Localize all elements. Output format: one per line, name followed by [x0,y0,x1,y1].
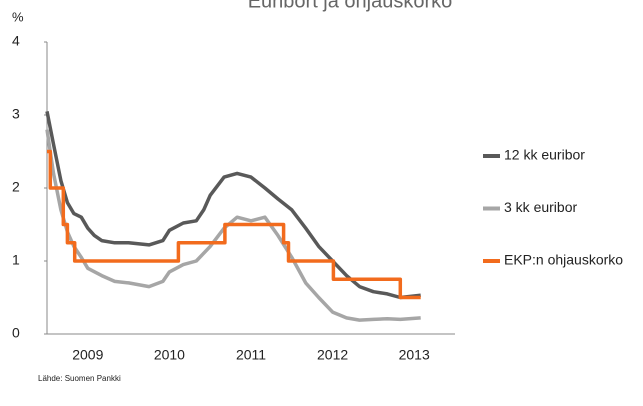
legend-label: 12 kk euribor [504,147,585,163]
x-tick-label: 2011 [236,347,266,363]
x-tick-label: 2013 [399,347,430,363]
x-tick-label: 2010 [154,347,185,363]
series-line [47,149,421,300]
chart-title: Euribort ja ohjauskorko [248,0,453,12]
x-tick-label: 2009 [72,347,103,363]
y-tick-label: 3 [12,106,20,122]
series-line [45,111,421,300]
legend-label: 3 kk euribor [504,199,577,215]
source: Lähde: Suomen Pankki [38,374,121,383]
y-tick-label: 4 [12,33,20,49]
legend-label: EKP:n ohjauskorko [504,252,623,268]
x-tick-label: 2012 [317,347,348,363]
y-tick-label: 1 [12,252,20,268]
y-tick-label: 0 [12,325,20,341]
y-tick-label: 2 [12,179,20,195]
series-line [45,129,421,322]
y-axis-label: % [12,9,24,24]
